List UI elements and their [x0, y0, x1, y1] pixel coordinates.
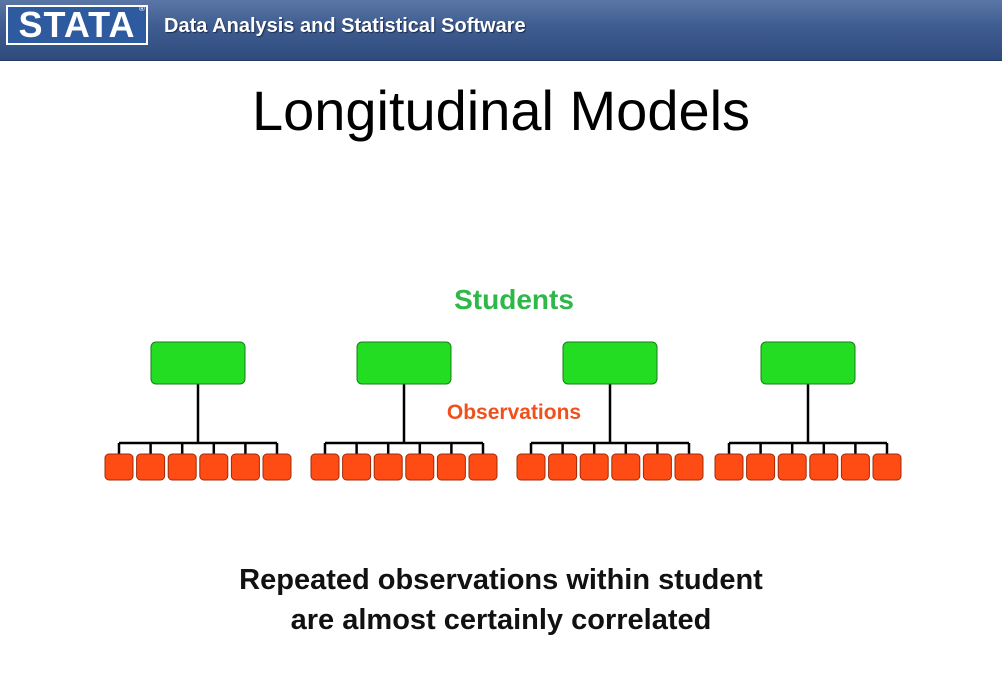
observation-box [136, 453, 166, 481]
student-groups [104, 341, 902, 481]
logo-text: STATA [18, 4, 136, 45]
observation-box [548, 453, 578, 481]
students-label: Students [454, 284, 574, 315]
observation-box [516, 453, 546, 481]
observation-box [642, 453, 672, 481]
slide-caption: Repeated observations within student are… [0, 560, 1002, 640]
student-box [562, 341, 658, 385]
student-box [356, 341, 452, 385]
observation-box [230, 453, 260, 481]
caption-line-2: are almost certainly correlated [290, 604, 712, 636]
observation-box [468, 453, 498, 481]
observation-box [436, 453, 466, 481]
student-box [760, 341, 856, 385]
observation-box [262, 453, 292, 481]
observation-box [342, 453, 372, 481]
observation-box [373, 453, 403, 481]
observation-box [104, 453, 134, 481]
registered-mark: ® [139, 4, 145, 13]
caption-line-1: Repeated observations within student [239, 564, 763, 596]
header-tagline: Data Analysis and Statistical Software [164, 15, 526, 37]
hierarchy-diagram: Students Observations [104, 284, 902, 481]
stata-logo: STATA [6, 5, 148, 45]
observation-box [777, 453, 807, 481]
student-box [150, 341, 246, 385]
observation-box [746, 453, 776, 481]
observation-box [809, 453, 839, 481]
observation-box [840, 453, 870, 481]
observation-box [579, 453, 609, 481]
observation-box [310, 453, 340, 481]
observation-box [872, 453, 902, 481]
observation-box [405, 453, 435, 481]
observation-box [714, 453, 744, 481]
observation-box [167, 453, 197, 481]
observations-label: Observations [447, 401, 581, 424]
observation-box [611, 453, 641, 481]
observation-box [674, 453, 704, 481]
header-bar: STATA ® Data Analysis and Statistical So… [0, 0, 1002, 61]
observation-box [199, 453, 229, 481]
slide-title: Longitudinal Models [251, 79, 751, 142]
